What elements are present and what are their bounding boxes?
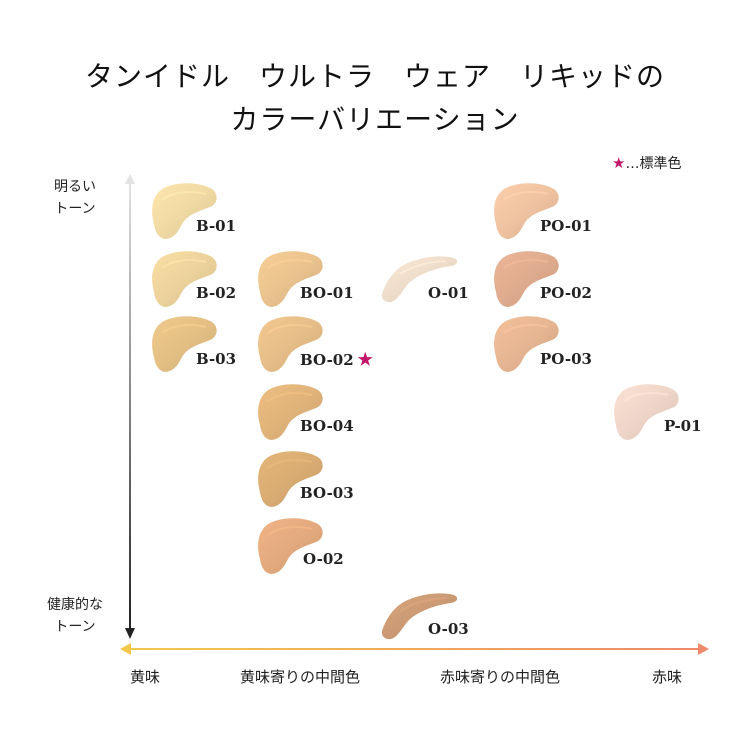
horizontal-axis-arrow xyxy=(120,643,709,655)
swatch-bo-01 xyxy=(258,251,323,307)
swatch-o-01 xyxy=(381,256,458,303)
shade-code-o-01: O-01 xyxy=(428,284,469,302)
shade-code-text: O-03 xyxy=(428,620,469,638)
shade-code-text: B-02 xyxy=(196,284,237,302)
title-line-1: タンイドル ウルトラ ウェア リキッドの xyxy=(84,60,665,93)
shade-code-bo-01: BO-01 xyxy=(300,284,354,302)
swatch-po-02 xyxy=(494,251,559,307)
vertical-axis-arrow xyxy=(125,174,135,639)
shade-code-b-02: B-02 xyxy=(196,284,236,302)
swatch-bo-02 xyxy=(258,316,323,372)
swatch-o-03 xyxy=(381,593,458,640)
x-label-red: 赤味 xyxy=(652,668,683,686)
shade-code-b-03: B-03 xyxy=(196,350,236,368)
swatch-b-01 xyxy=(152,183,217,239)
shade-code-text: BO-02 xyxy=(300,351,354,369)
shade-code-po-02: PO-02 xyxy=(540,284,592,302)
swatch-po-01 xyxy=(494,183,559,239)
y-axis-top-label: 明るい トーン xyxy=(30,176,120,220)
shade-code-text: O-01 xyxy=(428,284,469,302)
shade-code-text: P-01 xyxy=(664,417,702,435)
swatch-bo-04 xyxy=(258,384,323,440)
swatch-o-02 xyxy=(258,518,323,574)
shade-code-po-01: PO-01 xyxy=(540,217,592,235)
x-label-yellowish-neutral: 黄味寄りの中間色 xyxy=(240,668,361,686)
shade-code-text: PO-02 xyxy=(540,284,592,302)
shade-code-o-03: O-03 xyxy=(428,620,469,638)
shade-code-bo-03: BO-03 xyxy=(300,484,354,502)
shade-code-po-03: PO-03 xyxy=(540,350,592,368)
shade-code-text: B-03 xyxy=(196,350,237,368)
title-line-2: カラーバリエーション xyxy=(230,103,520,136)
y-top-line-2: トーン xyxy=(54,201,96,217)
swatch-po-03 xyxy=(494,316,559,372)
y-bottom-line-2: トーン xyxy=(54,619,96,635)
swatch-b-02 xyxy=(152,251,217,307)
shade-code-text: BO-01 xyxy=(300,284,354,302)
shade-code-o-02: O-02 xyxy=(303,550,344,568)
shade-code-text: PO-01 xyxy=(540,217,592,235)
shade-code-text: O-02 xyxy=(303,550,344,568)
x-label-yellow: 黄味 xyxy=(130,668,161,686)
shade-code-bo-02: BO-02 ★ xyxy=(300,350,373,370)
standard-star-icon: ★ xyxy=(357,350,373,370)
shade-code-b-01: B-01 xyxy=(196,217,236,235)
shade-code-bo-04: BO-04 xyxy=(300,417,354,435)
standard-star-icon: ★ xyxy=(612,154,626,172)
y-top-line-1: 明るい xyxy=(54,179,96,195)
shade-code-text: B-01 xyxy=(196,217,237,235)
shade-code-text: BO-04 xyxy=(300,417,354,435)
swatch-b-03 xyxy=(152,316,217,372)
legend: ★…標準色 xyxy=(612,153,681,173)
swatch-p-01 xyxy=(614,384,679,440)
shade-code-text: PO-03 xyxy=(540,350,592,368)
x-label-reddish-neutral: 赤味寄りの中間色 xyxy=(440,668,561,686)
y-bottom-line-1: 健康的な xyxy=(47,597,103,613)
shade-code-p-01: P-01 xyxy=(664,417,702,435)
legend-text: …標準色 xyxy=(625,156,682,172)
swatch-bo-03 xyxy=(258,451,323,507)
shade-code-text: BO-03 xyxy=(300,484,354,502)
y-axis-bottom-label: 健康的な トーン xyxy=(30,594,120,638)
